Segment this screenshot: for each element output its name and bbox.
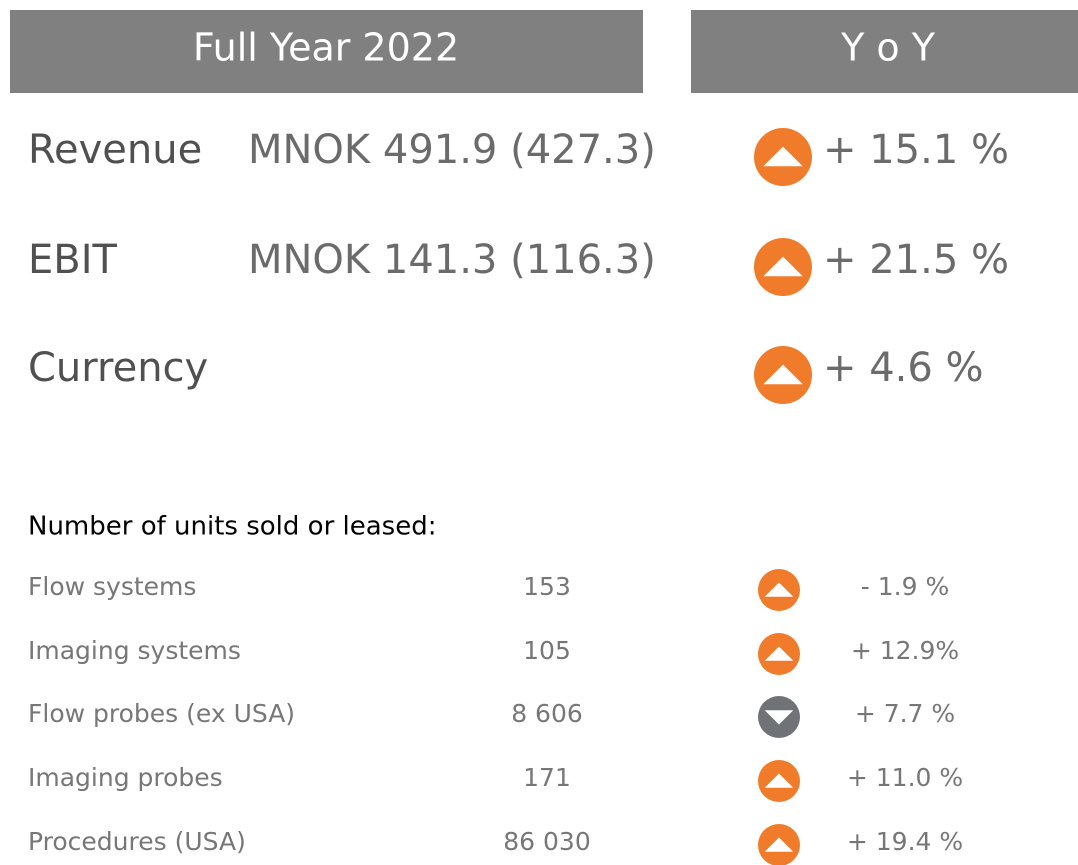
kpi-label: Revenue	[28, 127, 202, 173]
unit-label: Flow systems	[28, 572, 196, 601]
unit-label: Procedures (USA)	[28, 827, 246, 856]
header-left: Full Year 2022	[193, 26, 459, 70]
header-right-bar	[691, 10, 1078, 93]
unit-change: + 19.4 %	[847, 827, 963, 856]
trend-arrow	[764, 773, 794, 788]
unit-count: 171	[523, 763, 571, 792]
kpi-change: + 21.5 %	[823, 237, 1009, 283]
kpi-label: EBIT	[28, 237, 118, 283]
kpi-value: MNOK 491.9 (427.3)	[248, 127, 656, 173]
trend-arrow	[764, 710, 794, 725]
trend-arrow	[764, 582, 794, 597]
trend-arrow	[764, 837, 794, 852]
unit-label: Imaging systems	[28, 636, 241, 665]
trend-arrow	[763, 364, 803, 385]
unit-change: + 11.0 %	[847, 763, 963, 792]
trend-arrow	[764, 646, 794, 661]
unit-count: 86 030	[503, 827, 590, 856]
unit-count: 8 606	[511, 699, 583, 728]
unit-change: - 1.9 %	[861, 572, 949, 601]
kpi-value: MNOK 141.3 (116.3)	[248, 237, 656, 283]
unit-label: Flow probes (ex USA)	[28, 699, 295, 728]
unit-change: + 12.9%	[851, 636, 959, 665]
trend-arrow	[763, 256, 803, 277]
unit-count: 105	[523, 636, 571, 665]
header-right: Y o Y	[840, 26, 936, 70]
unit-count: 153	[523, 572, 571, 601]
unit-label: Imaging probes	[28, 763, 223, 792]
trend-arrow	[763, 146, 803, 167]
unit-change: + 7.7 %	[855, 699, 955, 728]
kpi-change: + 15.1 %	[823, 127, 1009, 173]
units-title: Number of units sold or leased:	[28, 512, 436, 542]
kpi-label: Currency	[28, 345, 208, 391]
kpi-change: + 4.6 %	[823, 345, 984, 391]
header-left-bar	[10, 10, 643, 93]
